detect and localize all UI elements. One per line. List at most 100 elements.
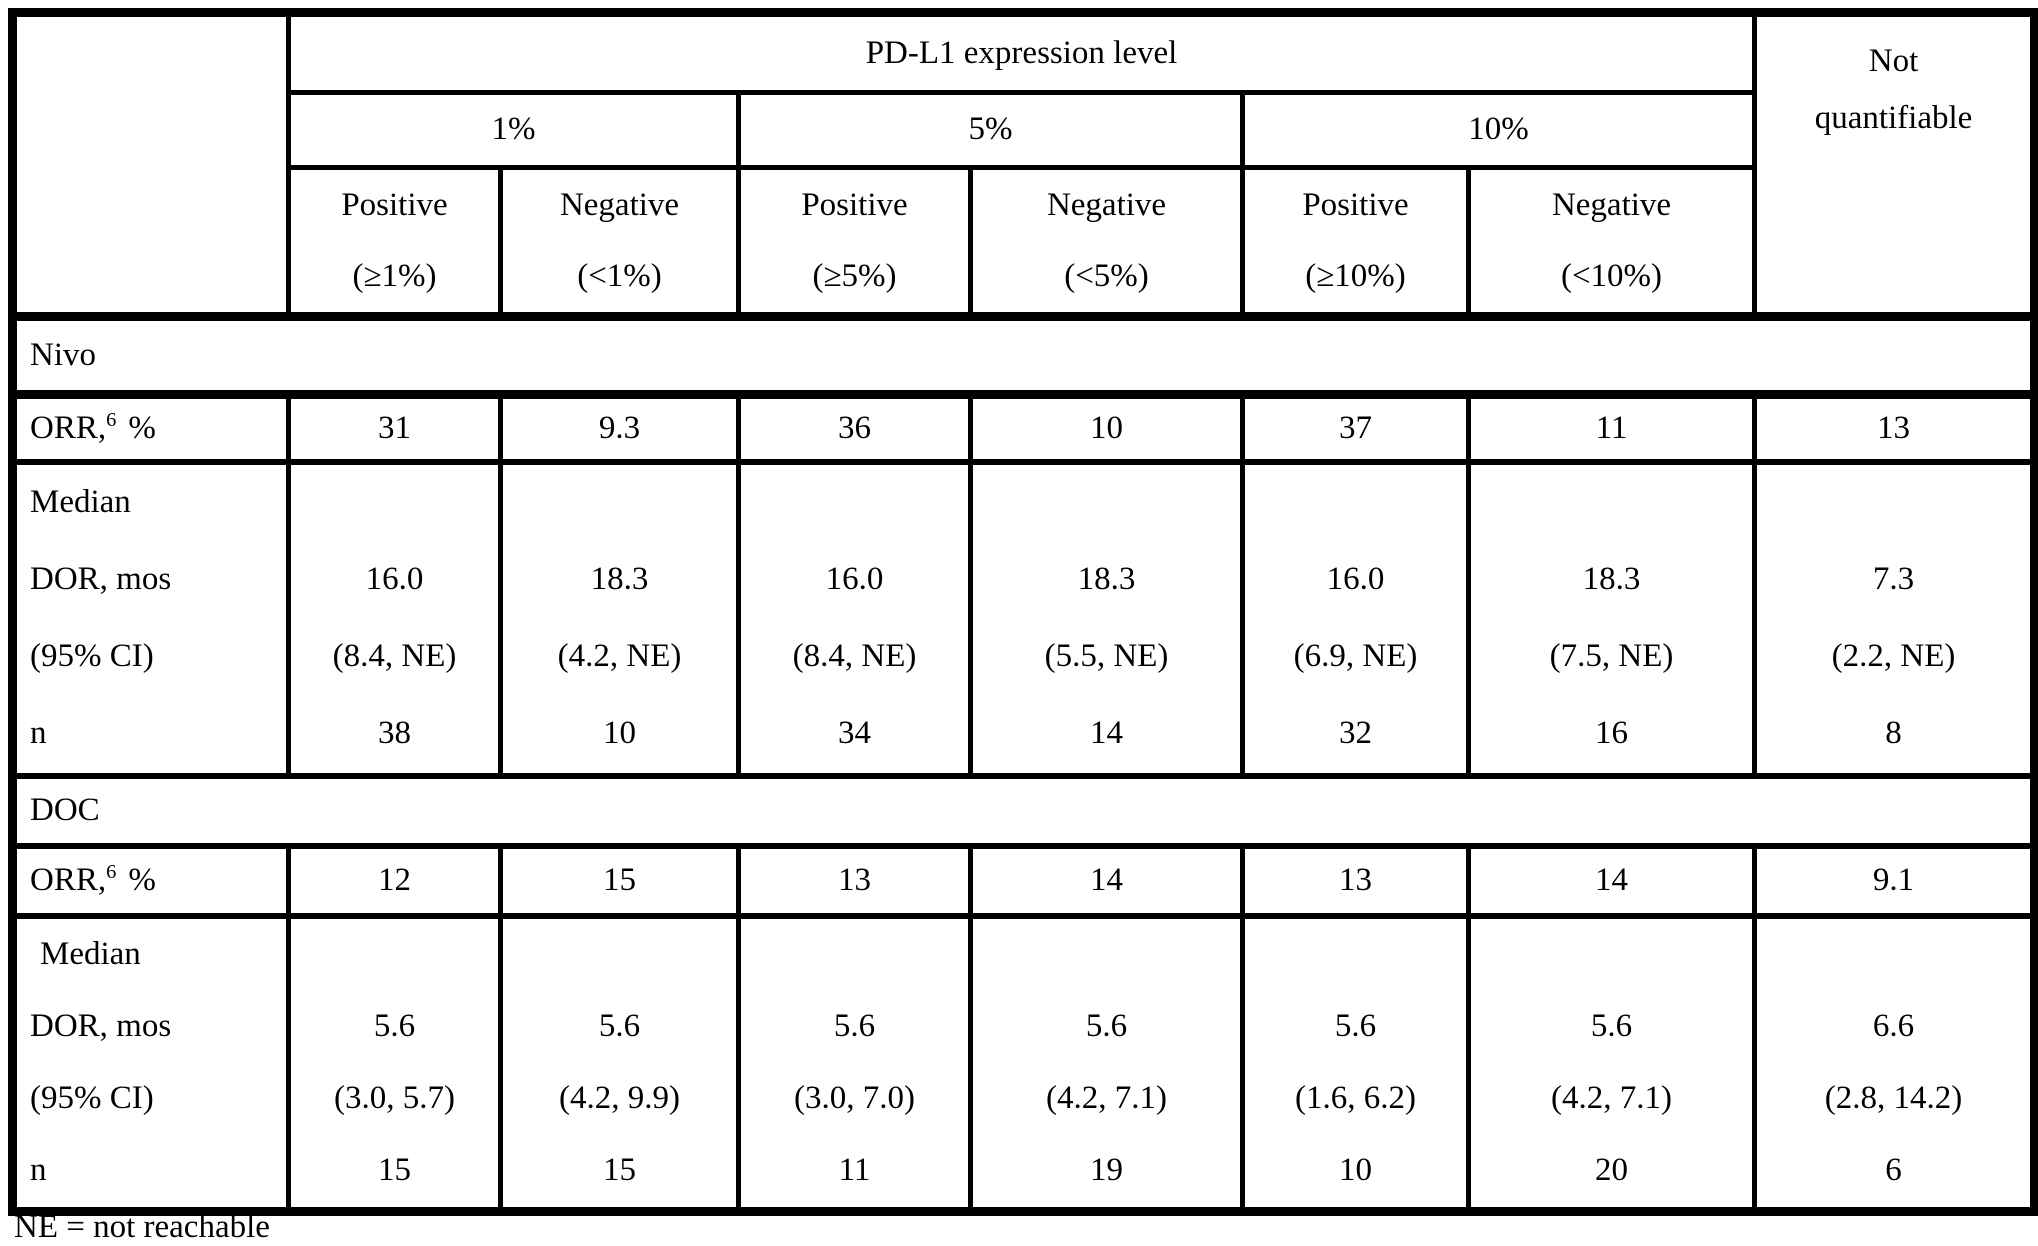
median-label-line: n [30,1151,47,1188]
nivo-median-row: Median DOR, mos (95% CI) n 16.0 (8.4, NE… [10,458,2038,778]
median-value: 5.6 [1590,1007,1633,1044]
nivo-median-value-cell: 16.0 (8.4, NE) 34 [736,458,973,778]
median-value: 16.0 [365,561,424,598]
median-value: 5.6 [598,1007,641,1044]
header-positive-1pct: Positive (≥1%) [286,165,503,319]
not-quantifiable-line2: quantifiable [1814,99,1973,136]
orr-percent-sign: % [128,861,156,898]
nivo-median-value-cell: 16.0 (6.9, NE) 32 [1240,458,1471,778]
doc-orr-value: 14 [1465,842,1758,918]
median-n: 6 [1885,1151,1902,1188]
header-row-status: Positive (≥1%) Negative (<1%) Positive (… [13,165,2035,319]
orr-label-text: ORR, [30,410,107,447]
nivo-median-value-cell: 18.3 (4.2, NE) 10 [498,458,741,778]
doc-orr-label-cell: ORR,6% [10,842,291,918]
median-n: 34 [838,715,871,752]
nivo-orr-value: 37 [1240,390,1471,464]
doc-median-value-cell: 5.6 (4.2, 7.1) 20 [1465,912,1758,1214]
header-row-title: PD-L1 expression level Not quantifiable [10,10,2038,319]
median-n: 15 [378,1151,411,1188]
header-row-groups: 1% 5% 10% [13,90,2035,170]
threshold-label: (≥5%) [812,257,897,294]
median-label-line: (95% CI) [30,1079,154,1116]
nivo-section-row: Nivo [9,312,2038,397]
not-quantifiable-line1: Not [1868,42,1919,79]
median-n: 14 [1090,715,1123,752]
doc-median-label-cell: Median DOR, mos (95% CI) n [10,912,291,1214]
doc-median-value-cell: 5.6 (3.0, 5.7) 15 [286,912,503,1214]
group-1pct-cell: 1% [286,90,741,170]
median-ci: (8.4, NE) [792,638,917,675]
threshold-label: (≥1%) [352,257,437,294]
nivo-orr-label-cell: ORR,6% [10,390,291,464]
status-label: Positive [1302,186,1409,223]
spacer-line [1248,468,1464,542]
pdl1-results-table: PD-L1 expression level Not quantifiable … [8,8,2038,1216]
status-label: Positive [341,186,448,223]
pdl1-title-cell: PD-L1 expression level [285,10,1758,95]
median-value: 6.6 [1872,1007,1915,1044]
median-value: 16.0 [1326,561,1385,598]
doc-orr-value: 12 [286,842,503,918]
median-ci: (4.2, 9.9) [559,1079,680,1116]
spacer-line [744,921,966,990]
median-value: 16.0 [825,561,884,598]
median-ci: (6.9, NE) [1293,638,1418,675]
not-quantifiable-cell: Not quantifiable [1752,10,2038,319]
doc-orr-value: 9.1 [1752,842,2038,918]
doc-orr-value: 13 [736,842,973,918]
median-value: 18.3 [590,561,649,598]
nivo-median-value-cell: 18.3 (5.5, NE) 14 [968,458,1245,778]
spacer-line [506,468,734,542]
pdl1-title-text: PD-L1 expression level [865,34,1178,71]
median-label-line: Median [40,935,141,972]
median-label-line: DOR, mos [30,1007,172,1044]
status-label: Negative [559,186,680,223]
median-ci: (2.8, 14.2) [1824,1079,1963,1116]
header-positive-5pct: Positive (≥5%) [736,165,973,319]
orr-label-text: ORR, [30,861,107,898]
median-value: 18.3 [1077,561,1136,598]
doc-section-row: DOC [9,772,2038,848]
threshold-label: (<5%) [1064,257,1149,294]
threshold-label: (≥10%) [1305,257,1406,294]
doc-median-value-cell: 5.6 (3.0, 7.0) 11 [736,912,973,1214]
median-ci: (2.2, NE) [1831,638,1956,675]
nivo-orr-value: 10 [968,390,1245,464]
spacer-line [1474,468,1750,542]
orr-footnote-marker: 6 [106,409,117,432]
median-label-line: Median [30,484,131,521]
median-n: 19 [1090,1151,1123,1188]
median-value: 18.3 [1582,561,1641,598]
status-label: Negative [1551,186,1672,223]
median-value: 5.6 [1085,1007,1128,1044]
nivo-median-value-cell: 18.3 (7.5, NE) 16 [1465,458,1758,778]
spacer-line [294,921,496,990]
median-ci: (4.2, 7.1) [1046,1079,1167,1116]
doc-orr-value: 13 [1240,842,1471,918]
group-5pct-cell: 5% [736,90,1245,170]
doc-median-value-cell: 5.6 (4.2, 7.1) 19 [968,912,1245,1214]
median-n: 16 [1595,715,1628,752]
spacer-line [1760,468,2030,542]
document-page: PD-L1 expression level Not quantifiable … [8,8,2038,1245]
median-n: 10 [1339,1151,1372,1188]
spacer-line [506,921,734,990]
median-ci: (4.2, 7.1) [1551,1079,1672,1116]
median-ci: (7.5, NE) [1549,638,1674,675]
nivo-orr-row: ORR,6% 31 9.3 36 10 37 11 13 [10,390,2038,464]
corner-blank-cell [10,10,291,319]
median-n: 32 [1339,715,1372,752]
nivo-section-label: Nivo [9,312,2038,397]
median-value: 7.3 [1872,561,1915,598]
median-label-line: DOR, mos [30,561,172,598]
doc-median-value-cell: 5.6 (1.6, 6.2) 10 [1240,912,1471,1214]
spacer-line [976,468,1238,542]
median-ci: (4.2, NE) [557,638,682,675]
doc-orr-value: 14 [968,842,1245,918]
spacer-line [294,468,496,542]
spacer-line [976,921,1238,990]
median-n: 10 [603,715,636,752]
median-ci: (5.5, NE) [1044,638,1169,675]
header-negative-1pct: Negative (<1%) [498,165,741,319]
